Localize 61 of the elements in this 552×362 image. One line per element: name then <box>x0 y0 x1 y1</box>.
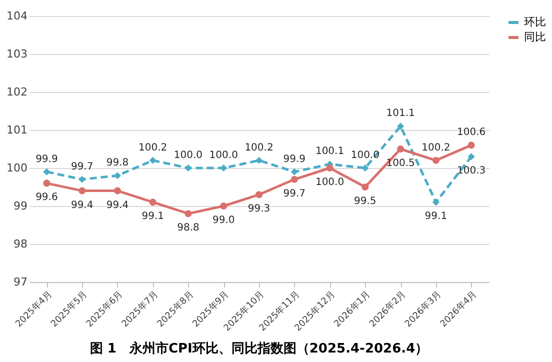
point <box>468 153 475 160</box>
point <box>397 145 404 153</box>
point <box>184 164 192 172</box>
y-tick-label: 103 <box>6 48 28 60</box>
point <box>255 156 263 164</box>
y-tick-label: 101 <box>6 124 28 136</box>
data-label: 100.5 <box>386 158 415 169</box>
point <box>114 172 121 180</box>
point <box>43 180 50 187</box>
point <box>290 176 298 183</box>
point <box>114 187 121 194</box>
data-label: 99.9 <box>36 154 58 165</box>
point <box>149 198 156 206</box>
data-label: 100.0 <box>315 177 344 188</box>
point <box>362 183 369 191</box>
y-tick-label: 99 <box>14 200 28 212</box>
text: 图 1 永州市CPI环比、同比指数图（2025.4-2026.4） <box>90 340 428 356</box>
point <box>220 202 228 210</box>
y-tick-label: 100 <box>6 162 28 174</box>
data-label: 99.6 <box>36 192 58 204</box>
point <box>149 156 156 164</box>
data-label: 101.1 <box>386 108 415 120</box>
data-label: 100.0 <box>174 150 203 161</box>
data-label: 99.0 <box>212 215 235 226</box>
data-label: 100.2 <box>244 142 274 154</box>
data-label: 99.1 <box>424 211 448 222</box>
point <box>326 164 334 172</box>
point <box>432 156 440 164</box>
point <box>432 198 440 206</box>
point <box>220 164 228 172</box>
data-label: 100.2 <box>422 142 450 154</box>
data-label: 100.2 <box>138 142 168 154</box>
point <box>78 176 86 183</box>
data-label: 99.8 <box>106 158 129 169</box>
point <box>184 210 192 218</box>
data-label: 99.4 <box>70 200 94 211</box>
data-label: 100.0 <box>209 150 238 161</box>
y-tick-label: 97 <box>14 276 28 288</box>
point <box>468 142 475 149</box>
point <box>78 187 86 194</box>
data-label: 100.3 <box>456 166 486 177</box>
point <box>362 164 369 172</box>
data-label: 99.4 <box>106 200 129 211</box>
data-label: 98.8 <box>177 222 200 234</box>
data-label: 99.3 <box>248 204 270 215</box>
point <box>397 122 404 130</box>
y-tick-label: 104 <box>6 10 28 22</box>
point <box>255 191 263 198</box>
data-label: 99.1 <box>142 211 164 222</box>
y-tick-label: 102 <box>6 86 28 98</box>
y-tick-label: 98 <box>14 238 28 250</box>
data-label: 99.5 <box>354 196 376 207</box>
legend-label: 环比 <box>524 16 546 28</box>
data-label: 99.7 <box>70 161 94 172</box>
data-label: 99.9 <box>283 154 306 165</box>
data-label: 99.7 <box>283 188 306 200</box>
data-label: 100.6 <box>456 127 486 138</box>
point <box>43 168 50 176</box>
legend-label: 同比 <box>524 30 546 44</box>
data-label: 100.1 <box>315 146 344 158</box>
point <box>290 168 298 176</box>
